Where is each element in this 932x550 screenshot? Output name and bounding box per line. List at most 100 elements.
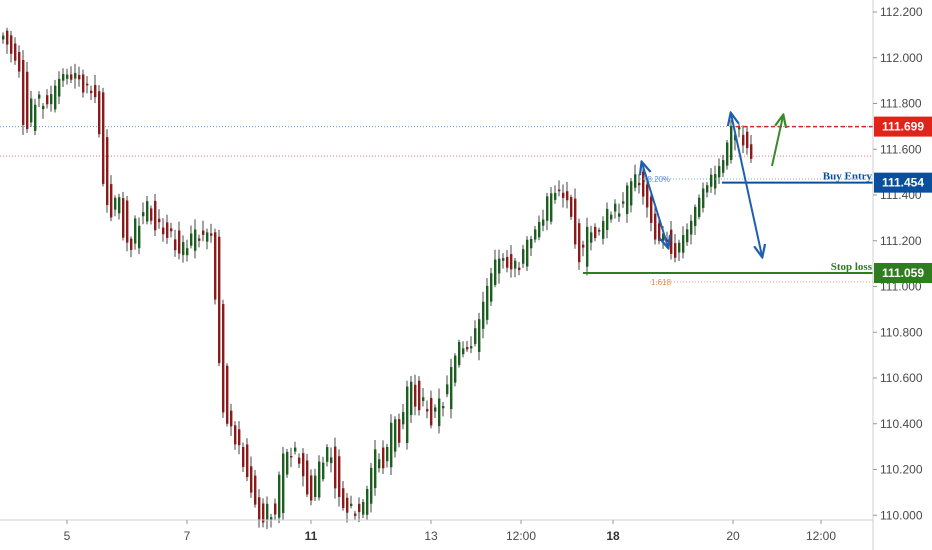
candle bbox=[446, 375, 449, 398]
candle bbox=[294, 441, 297, 455]
candle bbox=[706, 182, 709, 198]
candle bbox=[38, 91, 41, 108]
candle bbox=[526, 236, 529, 271]
price-tick-label: 111.800 bbox=[880, 97, 922, 111]
candle bbox=[626, 182, 629, 223]
price-tick-label: 110.200 bbox=[880, 463, 923, 477]
candle bbox=[354, 510, 357, 521]
candle bbox=[122, 191, 125, 241]
candle bbox=[30, 90, 33, 127]
candle bbox=[214, 228, 217, 305]
candle bbox=[510, 245, 513, 278]
candle bbox=[26, 61, 29, 133]
candle bbox=[522, 244, 525, 268]
candle bbox=[254, 470, 257, 508]
candle bbox=[742, 125, 745, 154]
candle bbox=[278, 471, 281, 524]
time-tick-label: 7 bbox=[184, 529, 191, 543]
candle bbox=[46, 89, 49, 109]
candle bbox=[282, 447, 285, 520]
candle bbox=[714, 165, 717, 195]
candle bbox=[266, 496, 269, 530]
candle bbox=[314, 468, 317, 502]
candle bbox=[78, 66, 81, 87]
price-tick-label: 110.400 bbox=[880, 417, 923, 431]
candle bbox=[722, 154, 725, 178]
candle bbox=[614, 199, 617, 219]
candle bbox=[374, 439, 377, 496]
candle bbox=[290, 447, 293, 468]
candle bbox=[234, 421, 237, 450]
candle bbox=[50, 85, 53, 112]
candle bbox=[702, 182, 705, 213]
candle bbox=[534, 225, 537, 243]
price-tick-label: 110.600 bbox=[880, 371, 923, 385]
price-tick-label: 110.800 bbox=[880, 325, 923, 339]
price-tick-label: 112.200 bbox=[880, 5, 923, 19]
candle bbox=[638, 174, 641, 194]
candle bbox=[542, 209, 545, 232]
candle bbox=[750, 135, 753, 163]
candle bbox=[518, 261, 521, 276]
candle bbox=[746, 126, 749, 155]
candle bbox=[226, 363, 229, 427]
candle bbox=[118, 193, 121, 220]
price-tick-label: 110.000 bbox=[880, 508, 923, 522]
candle bbox=[106, 129, 109, 213]
candle bbox=[438, 388, 441, 434]
candle bbox=[318, 455, 321, 501]
candle bbox=[622, 192, 625, 208]
candle bbox=[98, 85, 101, 138]
candle bbox=[86, 75, 89, 94]
candle bbox=[238, 421, 241, 455]
candle bbox=[58, 71, 61, 105]
time-tick-label: 18 bbox=[606, 529, 620, 543]
candle bbox=[210, 223, 213, 243]
candle bbox=[582, 240, 585, 257]
candle bbox=[454, 353, 457, 387]
candle bbox=[338, 449, 341, 507]
candle bbox=[218, 229, 221, 367]
candle bbox=[430, 390, 433, 429]
candle bbox=[490, 267, 493, 306]
candle bbox=[358, 497, 361, 523]
candle bbox=[250, 456, 253, 498]
candle bbox=[66, 68, 69, 85]
time-tick-label: 20 bbox=[726, 529, 740, 543]
candle bbox=[402, 403, 405, 430]
candle bbox=[362, 499, 365, 519]
candle bbox=[230, 403, 233, 436]
candle bbox=[246, 438, 249, 482]
candle bbox=[158, 209, 161, 229]
candle bbox=[322, 456, 325, 482]
price-tick-label: 112.000 bbox=[880, 51, 923, 65]
candle bbox=[566, 181, 569, 209]
candle bbox=[10, 30, 13, 63]
candle bbox=[94, 74, 97, 104]
price-tick-label: 111.600 bbox=[880, 142, 922, 156]
candle bbox=[382, 440, 385, 475]
svg-text:111.454: 111.454 bbox=[882, 176, 924, 190]
candle bbox=[334, 437, 337, 499]
candle bbox=[506, 250, 509, 273]
target-price-badge: 111.699 bbox=[874, 116, 932, 137]
candle bbox=[686, 223, 689, 246]
candle bbox=[442, 401, 445, 417]
candle bbox=[34, 98, 37, 136]
stop-loss-label: Stop loss bbox=[831, 261, 873, 273]
candle bbox=[178, 221, 181, 260]
candle bbox=[398, 413, 401, 448]
time-tick-label: 11 bbox=[305, 529, 318, 543]
candle bbox=[262, 498, 265, 528]
time-axis[interactable]: 5 7 11 13 12:00 18 20 12:00 bbox=[0, 519, 873, 543]
candle bbox=[222, 299, 225, 418]
candle bbox=[242, 442, 245, 473]
candle bbox=[190, 225, 193, 249]
candle bbox=[422, 388, 425, 407]
candle bbox=[138, 217, 141, 255]
candle bbox=[110, 175, 113, 222]
candle bbox=[134, 215, 137, 250]
candle bbox=[62, 68, 65, 87]
time-tick-label: 13 bbox=[424, 529, 438, 543]
